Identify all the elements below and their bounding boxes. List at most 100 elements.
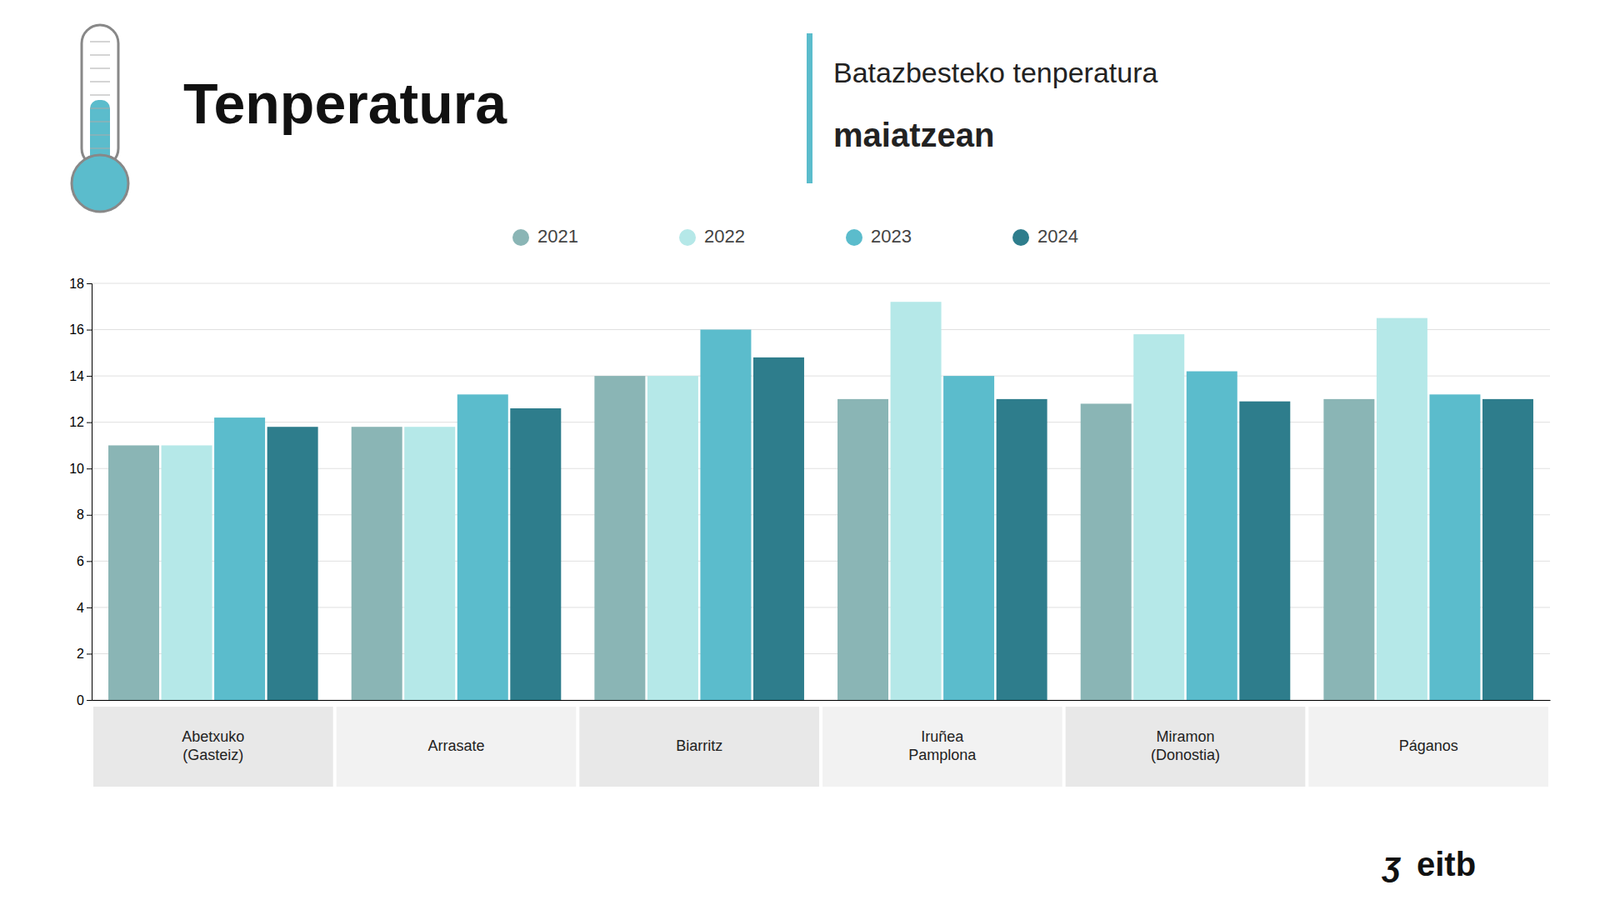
category-box (1308, 706, 1549, 787)
y-tick: 12 (69, 415, 92, 430)
y-tick: 0 (76, 693, 92, 708)
category-box (579, 706, 820, 787)
y-axis-line (86, 284, 93, 701)
y-tick: 4 (76, 600, 92, 615)
legend-label: 2023 (870, 225, 912, 247)
y-tick-label: 14 (69, 369, 85, 384)
bar (161, 445, 213, 700)
legend-label: 2021 (537, 225, 579, 247)
grid-line (91, 283, 1550, 285)
x-tick-label: Arrasate (427, 737, 485, 755)
y-tick: 18 (69, 276, 92, 291)
bar (404, 426, 455, 700)
legend-item: 2023 (845, 225, 912, 247)
bar (267, 426, 319, 700)
bar (108, 445, 160, 700)
bar (837, 399, 889, 700)
title: Tenperatura (183, 71, 508, 135)
bar (351, 426, 403, 700)
thermometer-mark (90, 95, 110, 96)
x-tick: Páganos (1308, 706, 1549, 787)
y-tick-label: 10 (69, 461, 85, 476)
legend-item: 2024 (1012, 225, 1079, 247)
bar (214, 417, 265, 700)
chart: TenperaturaBatazbesteko tenperaturamaiat… (0, 0, 1600, 900)
category-box (93, 706, 334, 787)
x-axis-line (92, 700, 1551, 701)
legend-label: 2024 (1037, 225, 1079, 247)
legend-swatch (1012, 229, 1030, 246)
plot: 0 2 4 6 8 10 12 14 16 18 Abetxuko(Gasteiz) Arrasate… (69, 276, 1550, 787)
bar (1323, 399, 1375, 700)
thermometer-mark (90, 148, 110, 150)
category-box (822, 706, 1063, 787)
bar (510, 408, 561, 700)
x-tick: Abetxuko(Gasteiz) (93, 706, 334, 787)
y-tick-mark (86, 468, 92, 470)
x-tick: Arrasate (336, 706, 577, 787)
y-tick-label: 6 (76, 554, 85, 569)
logo-text: ʒ (1381, 845, 1401, 883)
logo-text: eitb (1416, 845, 1476, 883)
y-tick-label: 8 (76, 507, 85, 522)
bar (1429, 394, 1480, 700)
x-tick: Miramon(Donostia) (1065, 706, 1306, 787)
grid (91, 283, 1550, 700)
bar (594, 375, 645, 700)
y-tick-mark (86, 653, 92, 655)
y-tick-label: 0 (76, 693, 85, 708)
y-tick-label: 12 (69, 415, 85, 430)
bar (1482, 399, 1534, 700)
thermometer (71, 25, 129, 212)
bar (890, 301, 942, 700)
y-tick-label: 2 (76, 646, 85, 661)
thermometer-mark (90, 81, 110, 83)
legend-swatch (679, 229, 696, 246)
legend-swatch (845, 229, 863, 246)
y-tick-mark (86, 515, 92, 516)
x-tick: IruñeaPamplona (822, 706, 1063, 787)
bar (943, 375, 995, 700)
bar (1080, 403, 1132, 700)
bar (457, 394, 509, 700)
y-tick-label: 4 (76, 600, 85, 615)
x-tick-label: Biarritz (675, 737, 723, 755)
bars (108, 301, 1534, 700)
y-tick-mark (86, 560, 92, 562)
y-tick-mark (86, 330, 92, 331)
thermometer-mark (90, 55, 110, 56)
bar (996, 399, 1048, 700)
y-tick: 2 (76, 646, 92, 661)
x-tick: Biarritz (579, 706, 820, 787)
y-tick-label: 18 (69, 276, 85, 291)
grid-line (91, 329, 1550, 330)
legend-swatch (512, 229, 530, 246)
y-axis: 0 2 4 6 8 10 12 14 16 18 (69, 276, 92, 708)
y-tick-mark (86, 283, 92, 285)
y-tick: 16 (69, 322, 92, 337)
y-tick-label: 16 (69, 322, 85, 337)
y-tick: 10 (69, 461, 92, 476)
thermometer-bulb (71, 155, 129, 212)
legend-label: 2022 (704, 225, 745, 247)
grid-line (91, 375, 1550, 377)
y-tick-mark (86, 375, 92, 377)
x-tick-label: IruñeaPamplona (908, 728, 977, 764)
thermometer-mark (90, 121, 110, 123)
thermometer-mark (90, 108, 110, 110)
thermometer-mark (90, 135, 110, 136)
x-tick-label: Páganos (1399, 737, 1459, 755)
bar (1186, 371, 1238, 700)
category-box (1065, 706, 1306, 787)
bar-series (214, 330, 1480, 700)
legend-item: 2021 (512, 225, 579, 247)
legend-item: 2022 (679, 225, 745, 247)
legend: 2021 2022 2023 2024 (512, 225, 1079, 247)
thermometer-mark (90, 68, 110, 70)
subtitle: Batazbesteko tenperatura (833, 56, 1158, 89)
x-tick-label: Miramon(Donostia) (1150, 728, 1220, 764)
bar (647, 375, 699, 700)
bar (1133, 334, 1185, 700)
y-tick-mark (86, 422, 92, 424)
y-tick: 6 (76, 554, 92, 569)
